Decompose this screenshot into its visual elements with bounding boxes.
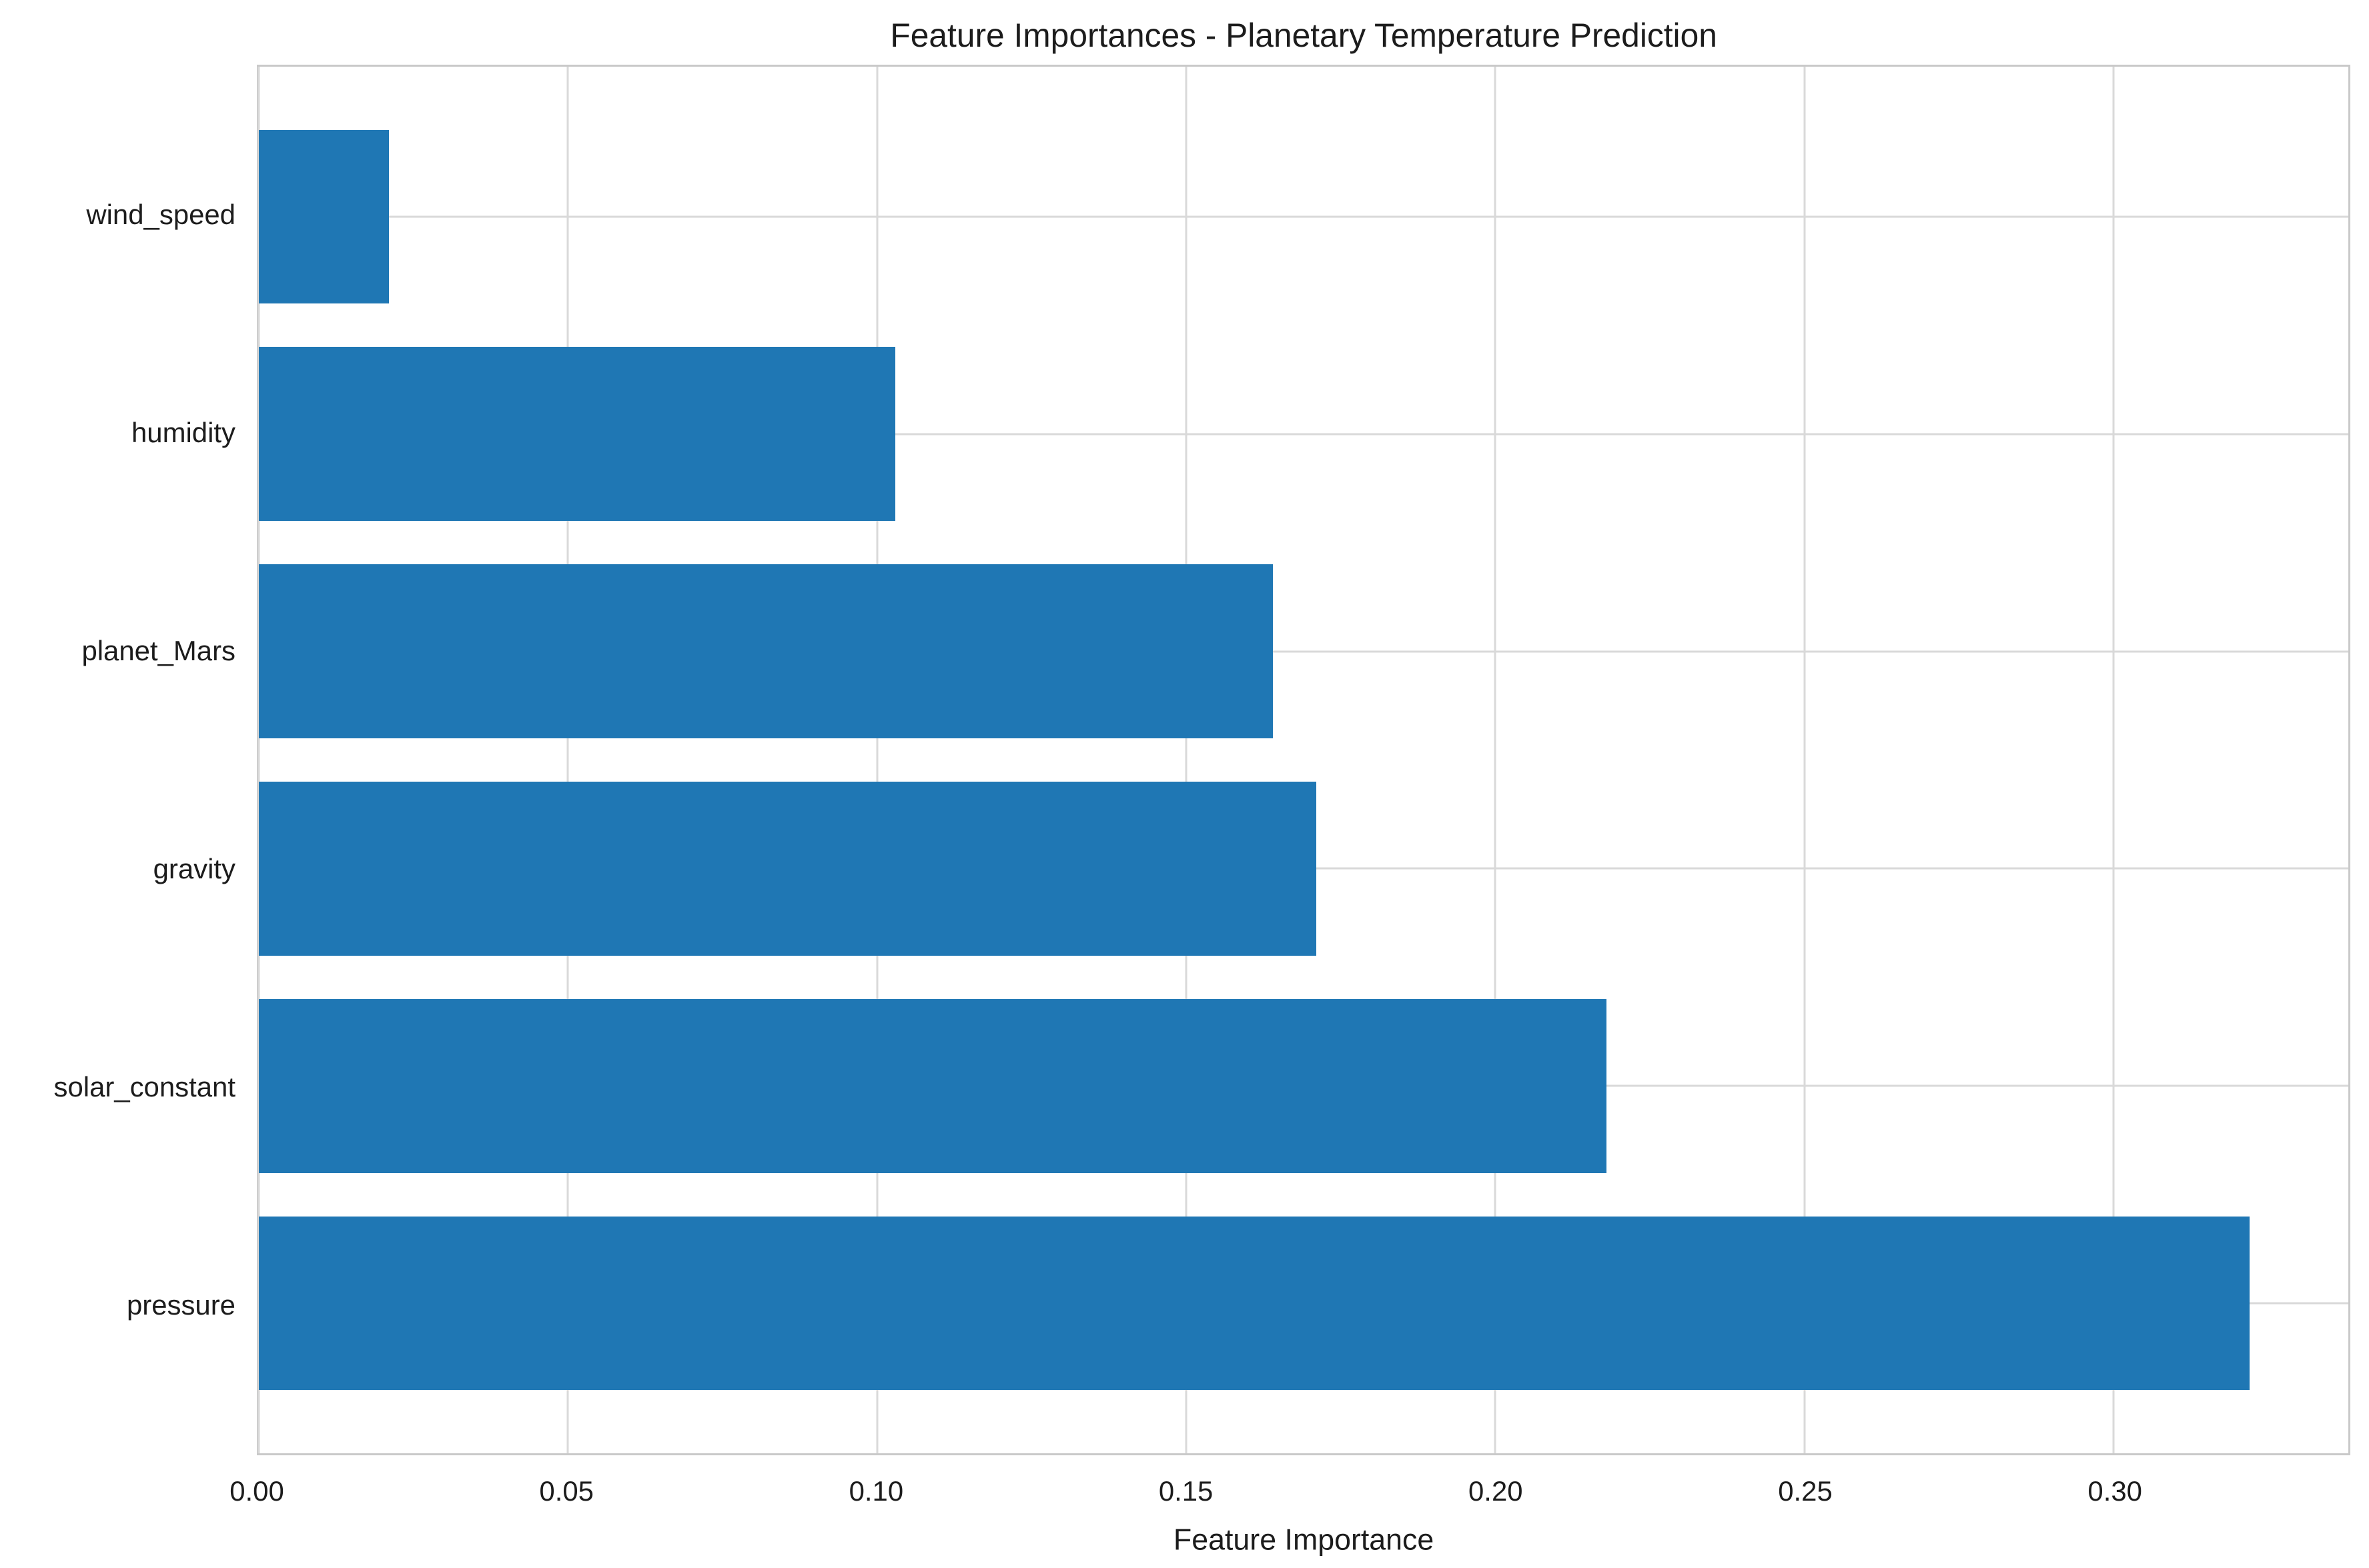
x-tick-label-0.00: 0.00 [229,1475,284,1507]
y-tick-label-pressure: pressure [126,1289,235,1321]
x-tick-label-0.25: 0.25 [1778,1475,1833,1507]
y-tick-label-solar_constant: solar_constant [53,1070,235,1102]
x-tick-label-0.30: 0.30 [2087,1475,2142,1507]
y-tick-label-humidity: humidity [131,417,235,449]
gridline-y-humidity [258,433,2348,436]
x-axis-label: Feature Importance [1173,1523,1434,1557]
gridline-y-wind_speed [258,215,2348,218]
plot-area [256,65,2350,1455]
bar-pressure [258,1216,2250,1391]
x-tick-label-0.05: 0.05 [539,1475,594,1507]
x-tick-label-0.15: 0.15 [1158,1475,1214,1507]
gridline-x-0.10 [876,67,879,1453]
bar-wind_speed [258,129,389,304]
gridline-x-0.25 [1803,67,1806,1453]
gridline-x-0.15 [1185,67,1188,1453]
y-tick-label-wind_speed: wind_speed [86,199,235,231]
gridline-x-0.05 [566,67,569,1453]
bar-humidity [258,347,896,522]
x-tick-label-0.10: 0.10 [849,1475,904,1507]
y-tick-label-planet_Mars: planet_Mars [81,635,235,667]
chart-title: Feature Importances - Planetary Temperat… [890,16,1717,54]
gridline-x-0.30 [2112,67,2115,1453]
gridline-x-0.20 [1494,67,1496,1453]
gridline-x-0.00 [258,67,260,1453]
bar-planet_Mars [258,564,1273,738]
bar-gravity [258,782,1316,956]
x-tick-label-0.20: 0.20 [1468,1475,1523,1507]
bar-solar_constant [258,998,1606,1173]
gridline-y-planet_Mars [258,650,2348,653]
y-tick-label-gravity: gravity [153,852,235,884]
